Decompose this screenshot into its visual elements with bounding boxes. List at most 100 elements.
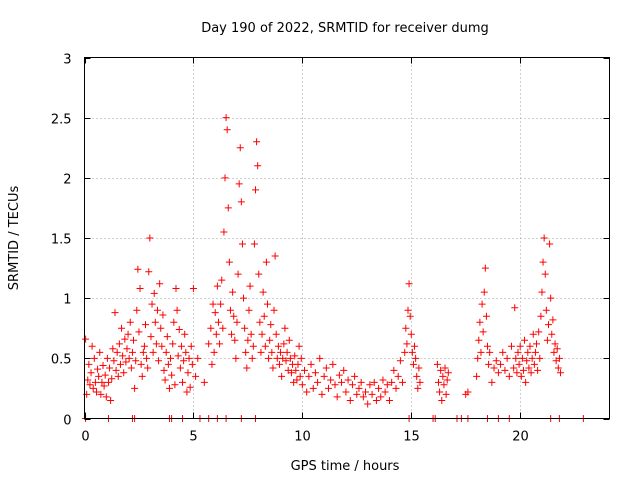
- data-point: [107, 396, 115, 404]
- data-point: [538, 288, 546, 296]
- gridlines: [84, 57, 610, 419]
- data-point: [110, 357, 118, 365]
- data-point: [282, 357, 290, 365]
- data-point: [329, 360, 337, 368]
- x-tick-label: 0: [81, 430, 89, 445]
- data-point: [207, 324, 215, 332]
- data-point: [526, 342, 534, 350]
- x-axis-label: GPS time / hours: [291, 459, 400, 474]
- data-point: [292, 366, 300, 374]
- data-point: [348, 381, 356, 389]
- data-point: [405, 280, 413, 288]
- data-point: [156, 280, 164, 288]
- data-point: [283, 348, 291, 356]
- data-point: [333, 393, 341, 401]
- y-tick-label: 1: [63, 293, 71, 308]
- data-point: [113, 348, 121, 356]
- data-point: [554, 364, 562, 372]
- data-points: [82, 114, 587, 422]
- data-point: [412, 354, 420, 362]
- data-point: [172, 285, 180, 293]
- data-point: [529, 330, 537, 338]
- data-point: [370, 378, 378, 386]
- data-point: [161, 376, 169, 384]
- data-point: [269, 364, 277, 372]
- data-point: [543, 336, 551, 344]
- data-point: [524, 348, 532, 356]
- data-point: [539, 258, 547, 266]
- data-point: [109, 345, 117, 353]
- data-point: [241, 324, 249, 332]
- data-point: [511, 304, 519, 312]
- data-point: [396, 357, 404, 365]
- data-point: [257, 348, 265, 356]
- data-point: [275, 360, 283, 368]
- data-point: [267, 321, 275, 329]
- data-point: [122, 358, 130, 366]
- data-point: [475, 336, 483, 344]
- data-point: [151, 318, 159, 326]
- data-point: [181, 330, 189, 338]
- x-tick-label: 10: [294, 430, 311, 445]
- data-point: [525, 364, 533, 372]
- data-point: [497, 360, 505, 368]
- data-point: [402, 324, 410, 332]
- data-point: [280, 340, 288, 348]
- data-point: [165, 384, 173, 392]
- data-point: [528, 354, 536, 362]
- data-point: [531, 348, 539, 356]
- data-point: [385, 396, 393, 404]
- data-point: [286, 354, 294, 362]
- data-point: [411, 342, 419, 350]
- data-point: [338, 378, 346, 386]
- data-point: [132, 357, 140, 365]
- data-point: [248, 354, 256, 362]
- data-point: [123, 345, 131, 353]
- data-point: [390, 366, 398, 374]
- data-point: [494, 369, 502, 377]
- data-point: [438, 396, 446, 404]
- data-point: [351, 372, 359, 380]
- data-point: [492, 357, 500, 365]
- y-tick-label: 2.5: [51, 113, 72, 128]
- data-point: [238, 240, 246, 248]
- data-point: [223, 126, 231, 134]
- data-point: [540, 234, 548, 242]
- data-point: [216, 340, 224, 348]
- chart-title: Day 190 of 2022, SRMTID for receiver dum…: [201, 21, 489, 36]
- data-point: [205, 340, 213, 348]
- data-point: [377, 393, 385, 401]
- data-point: [211, 309, 219, 317]
- data-point: [359, 393, 367, 401]
- data-point: [293, 376, 301, 384]
- data-point: [314, 378, 322, 386]
- data-point: [249, 342, 257, 350]
- data-point: [478, 300, 486, 308]
- data-point: [346, 396, 354, 404]
- data-point: [139, 348, 147, 356]
- data-point: [344, 376, 352, 384]
- data-point: [126, 318, 134, 326]
- data-point: [399, 378, 407, 386]
- data-point: [240, 294, 248, 302]
- data-point: [169, 340, 177, 348]
- data-point: [104, 378, 112, 386]
- data-point: [517, 372, 525, 380]
- data-point: [523, 357, 531, 365]
- data-point: [368, 390, 376, 398]
- data-point: [482, 312, 490, 320]
- data-point: [200, 378, 208, 386]
- data-point: [320, 372, 328, 380]
- x-tick-label: 5: [189, 430, 197, 445]
- data-point: [416, 378, 424, 386]
- data-point: [392, 384, 400, 392]
- data-point: [296, 372, 304, 380]
- data-point: [277, 348, 285, 356]
- data-point: [160, 366, 168, 374]
- data-point: [187, 342, 195, 350]
- data-point: [246, 282, 254, 290]
- data-point: [258, 330, 266, 338]
- data-point: [174, 352, 182, 360]
- data-point: [185, 354, 193, 362]
